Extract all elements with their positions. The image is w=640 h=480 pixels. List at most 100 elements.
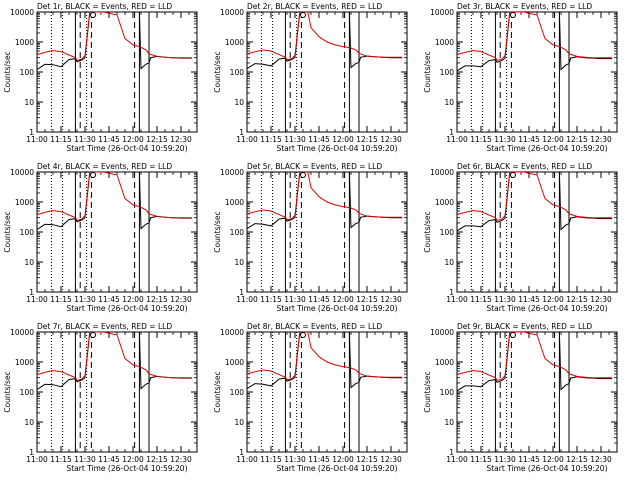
x-tick-label: 12:30: [590, 135, 612, 144]
events-series-line: [37, 332, 193, 391]
x-tick-label: 11:15: [50, 295, 72, 304]
x-tick-label: 12:00: [122, 295, 144, 304]
y-axis-label: Counts/sec: [423, 371, 432, 412]
y-tick-label: 100: [230, 388, 245, 397]
x-tick-label: 11:45: [518, 455, 540, 464]
x-tick-label: 12:30: [590, 295, 612, 304]
panel-title: Det 7r, BLACK = Events, RED = LLD: [37, 322, 172, 331]
y-axis-label: Counts/sec: [213, 211, 222, 252]
panel-title: Det 9r, BLACK = Events, RED = LLD: [457, 322, 592, 331]
x-tick-label: 11:00: [26, 135, 48, 144]
plot-frame: [456, 11, 618, 133]
y-tick-label: 1: [29, 288, 34, 297]
panel-det-6: 1 10 100 1000 10000 11:00 11:15 11:30 11:45 12:00…: [423, 162, 618, 313]
events-series-line: [457, 172, 613, 232]
y-axis-label: Counts/sec: [3, 371, 12, 412]
x-axis-label: Start Time (26-Oct-04 10:59:20): [486, 304, 607, 313]
x-axis-label: Start Time (26-Oct-04 10:59:20): [276, 144, 397, 153]
y-tick-label: 1: [239, 128, 244, 137]
y-tick-label: 10: [234, 258, 244, 267]
x-tick-label: 12:15: [356, 455, 378, 464]
y-tick-label: 10: [444, 418, 454, 427]
x-tick-label: 11:00: [446, 135, 468, 144]
y-tick-label: 10: [24, 98, 34, 107]
y-tick-label: 10: [234, 418, 244, 427]
panel-det-7: 1 10 100 1000 10000 11:00 11:15 11:30 11:45 12:00…: [3, 322, 198, 473]
peak-marker: [300, 12, 306, 18]
x-axis-label: Start Time (26-Oct-04 10:59:20): [66, 304, 187, 313]
panel-title: Det 3r, BLACK = Events, RED = LLD: [457, 2, 592, 11]
x-tick-label: 11:00: [236, 135, 258, 144]
y-tick-label: 10000: [220, 328, 244, 337]
lld-series-line: [457, 332, 613, 381]
x-tick-label: 12:00: [332, 455, 354, 464]
x-tick-label: 11:15: [470, 295, 492, 304]
panel-title: Det 1r, BLACK = Events, RED = LLD: [37, 2, 172, 11]
x-tick-label: 11:45: [98, 455, 120, 464]
events-series-line: [247, 12, 403, 70]
panel-title: Det 2r, BLACK = Events, RED = LLD: [247, 2, 382, 11]
peak-marker: [510, 332, 516, 338]
y-tick-label: 100: [230, 68, 245, 77]
y-tick-label: 1: [239, 448, 244, 457]
x-tick-label: 11:30: [284, 455, 306, 464]
x-tick-label: 11:15: [260, 295, 282, 304]
y-tick-label: 1: [449, 448, 454, 457]
plot-frame: [36, 171, 198, 293]
panel-title: Det 4r, BLACK = Events, RED = LLD: [37, 162, 172, 171]
peak-marker: [510, 12, 516, 18]
y-tick-label: 10000: [220, 8, 244, 17]
x-tick-label: 11:45: [98, 135, 120, 144]
panel-title: Det 5r, BLACK = Events, RED = LLD: [247, 162, 382, 171]
plot-frame: [456, 331, 618, 453]
y-tick-label: 10000: [430, 8, 454, 17]
plot-frame: [246, 171, 408, 293]
y-tick-label: 1000: [15, 38, 34, 47]
y-tick-label: 1: [449, 288, 454, 297]
x-axis-label: Start Time (26-Oct-04 10:59:20): [276, 304, 397, 313]
y-tick-label: 1: [29, 448, 34, 457]
y-tick-label: 1000: [435, 358, 454, 367]
events-series-line: [37, 12, 193, 71]
plot-frame: [36, 11, 198, 133]
peak-marker: [300, 332, 306, 338]
x-tick-label: 11:30: [74, 295, 96, 304]
x-tick-label: 11:15: [470, 135, 492, 144]
x-tick-label: 11:00: [236, 455, 258, 464]
y-tick-label: 10: [444, 258, 454, 267]
y-tick-label: 1000: [435, 198, 454, 207]
x-tick-label: 11:30: [494, 455, 516, 464]
y-tick-label: 1000: [15, 358, 34, 367]
plot-frame: [246, 331, 408, 453]
x-tick-label: 12:15: [146, 295, 168, 304]
x-tick-label: 11:15: [50, 455, 72, 464]
panel-det-3: 1 10 100 1000 10000 11:00 11:15 11:30 11:45 12:00…: [423, 2, 618, 153]
x-tick-label: 11:30: [284, 135, 306, 144]
x-axis-label: Start Time (26-Oct-04 10:59:20): [486, 464, 607, 473]
x-tick-label: 11:45: [518, 295, 540, 304]
x-tick-label: 12:30: [170, 135, 192, 144]
x-tick-label: 12:00: [332, 135, 354, 144]
x-tick-label: 12:00: [122, 135, 144, 144]
panel-title: Det 6r, BLACK = Events, RED = LLD: [457, 162, 592, 171]
x-tick-label: 11:15: [50, 135, 72, 144]
events-series-line: [457, 12, 613, 72]
x-tick-label: 12:30: [170, 295, 192, 304]
x-tick-label: 11:45: [518, 135, 540, 144]
x-tick-label: 11:30: [494, 135, 516, 144]
x-tick-label: 12:00: [542, 455, 564, 464]
peak-marker: [90, 172, 96, 178]
x-tick-label: 12:15: [566, 455, 588, 464]
y-axis-label: Counts/sec: [213, 371, 222, 412]
x-tick-label: 12:30: [380, 295, 402, 304]
x-tick-label: 12:00: [122, 455, 144, 464]
panel-det-8: 1 10 100 1000 10000 11:00 11:15 11:30 11:45 12:00…: [213, 322, 408, 473]
y-tick-label: 1000: [225, 358, 244, 367]
panel-det-9: 1 10 100 1000 10000 11:00 11:15 11:30 11:45 12:00…: [423, 322, 618, 473]
x-tick-label: 11:00: [26, 295, 48, 304]
y-tick-label: 100: [440, 388, 455, 397]
y-tick-label: 100: [20, 388, 35, 397]
lld-series-line: [457, 172, 613, 221]
events-series-line: [247, 172, 403, 230]
x-tick-label: 11:45: [308, 455, 330, 464]
